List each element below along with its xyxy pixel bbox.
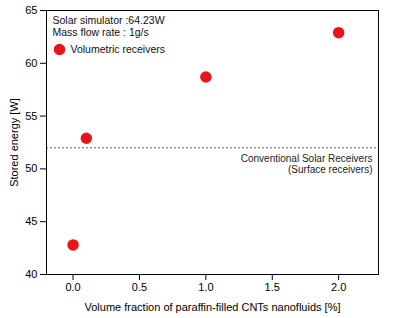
svg-text:45: 45 <box>25 215 37 227</box>
svg-text:2.0: 2.0 <box>331 281 346 293</box>
svg-text:Stored energy [W]: Stored energy [W] <box>8 98 20 187</box>
svg-text:Conventional Solar Receivers(S: Conventional Solar Receivers(Surface rec… <box>241 153 373 175</box>
svg-text:Volumetric receivers: Volumetric receivers <box>71 43 166 55</box>
svg-text:60: 60 <box>25 57 37 69</box>
svg-text:1.5: 1.5 <box>265 281 280 293</box>
svg-text:65: 65 <box>25 4 37 16</box>
svg-text:55: 55 <box>25 110 37 122</box>
svg-text:40: 40 <box>25 268 37 280</box>
svg-text:0.0: 0.0 <box>65 281 80 293</box>
svg-text:1.0: 1.0 <box>198 281 213 293</box>
svg-text:Solar simulator :64.23WMass fl: Solar simulator :64.23WMass flow rate : … <box>53 14 165 38</box>
svg-text:50: 50 <box>25 162 37 174</box>
svg-text:Volume fraction of paraffin-fi: Volume fraction of paraffin-filled CNTs … <box>85 301 341 313</box>
svg-text:0.5: 0.5 <box>132 281 147 293</box>
